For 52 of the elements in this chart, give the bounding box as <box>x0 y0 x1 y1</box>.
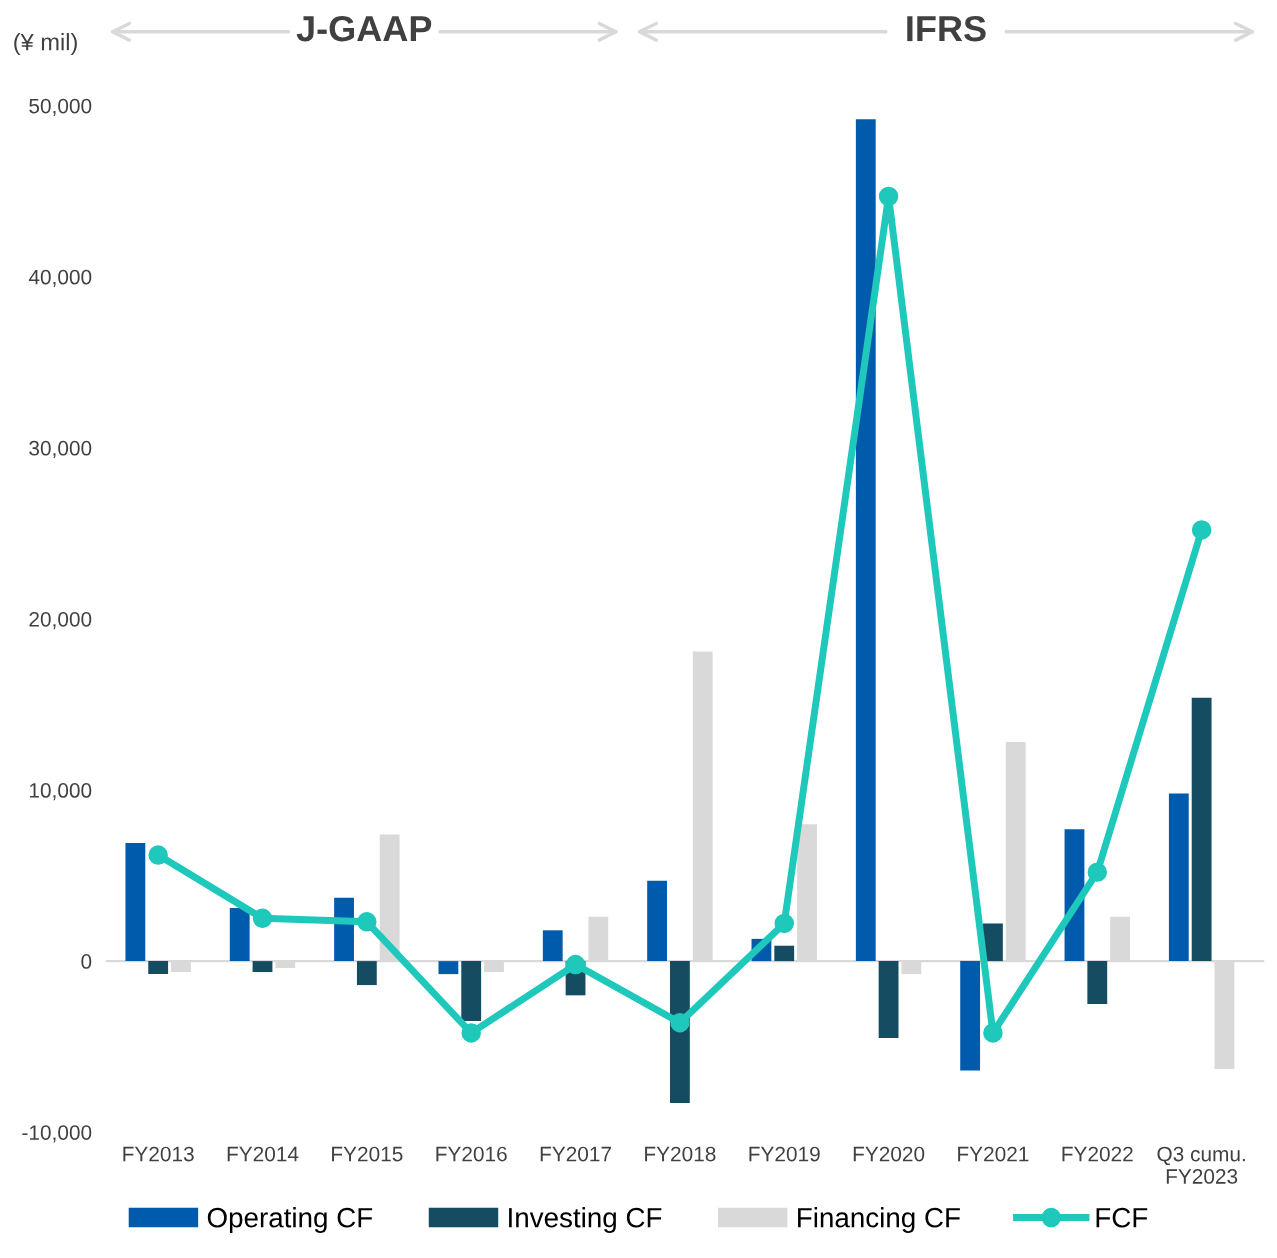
point <box>983 1023 1003 1043</box>
y-tick-label: 30,000 <box>29 440 92 459</box>
legend-label: Operating CF <box>207 1207 373 1233</box>
bar <box>1087 961 1108 1004</box>
legend-label: Investing CF <box>509 1207 662 1233</box>
x-tick-label: Q3 cumu. FY2023 <box>1157 1146 1245 1184</box>
bar <box>461 961 482 1021</box>
point <box>252 908 273 929</box>
bar <box>229 908 250 962</box>
legend-label: Financing CF <box>798 1207 960 1233</box>
point <box>774 913 794 934</box>
y-tick-label: 0 <box>81 954 92 969</box>
point <box>1191 520 1212 540</box>
bar <box>855 119 876 962</box>
x-tick-label: FY2022 <box>1062 1146 1133 1162</box>
bar <box>252 961 273 973</box>
x-tick-label: FY2016 <box>436 1146 507 1162</box>
point <box>878 186 899 207</box>
bar <box>356 961 377 986</box>
x-tick-label: FY2013 <box>123 1146 194 1162</box>
x-tick-label: FY2020 <box>853 1146 925 1162</box>
bar <box>1168 793 1189 962</box>
bar <box>148 961 169 975</box>
y-tick-label: 40,000 <box>28 269 92 287</box>
y-tick-label: -10,000 <box>22 1125 92 1143</box>
y-tick-label: 20,000 <box>29 611 92 630</box>
bar <box>542 930 563 962</box>
x-tick-label: FY2014 <box>227 1146 299 1162</box>
point <box>1087 862 1107 882</box>
bar <box>774 945 795 962</box>
bar <box>647 880 668 962</box>
point <box>461 1023 481 1043</box>
y-tick-label: 50,000 <box>29 98 92 116</box>
bar <box>1191 697 1212 962</box>
text: IFRS <box>907 15 986 42</box>
x-tick-label: FY2018 <box>645 1146 716 1162</box>
y-tick-label: 10,000 <box>29 783 92 801</box>
x-tick-label: FY2019 <box>749 1146 820 1162</box>
bar <box>878 961 899 1039</box>
point <box>670 1012 690 1033</box>
point <box>565 954 586 975</box>
legend-label: FCF <box>1096 1207 1148 1228</box>
x-tick-label: FY2015 <box>332 1146 403 1162</box>
bar <box>125 843 146 962</box>
y-axis-title: (¥ mil) <box>14 33 77 56</box>
bar <box>960 961 981 1071</box>
x-tick-label: FY2017 <box>540 1146 611 1162</box>
point <box>148 845 168 865</box>
bar <box>438 961 459 975</box>
text: J-GAAP <box>296 15 432 42</box>
point <box>357 912 377 932</box>
x-tick-label: FY2021 <box>958 1146 1029 1162</box>
